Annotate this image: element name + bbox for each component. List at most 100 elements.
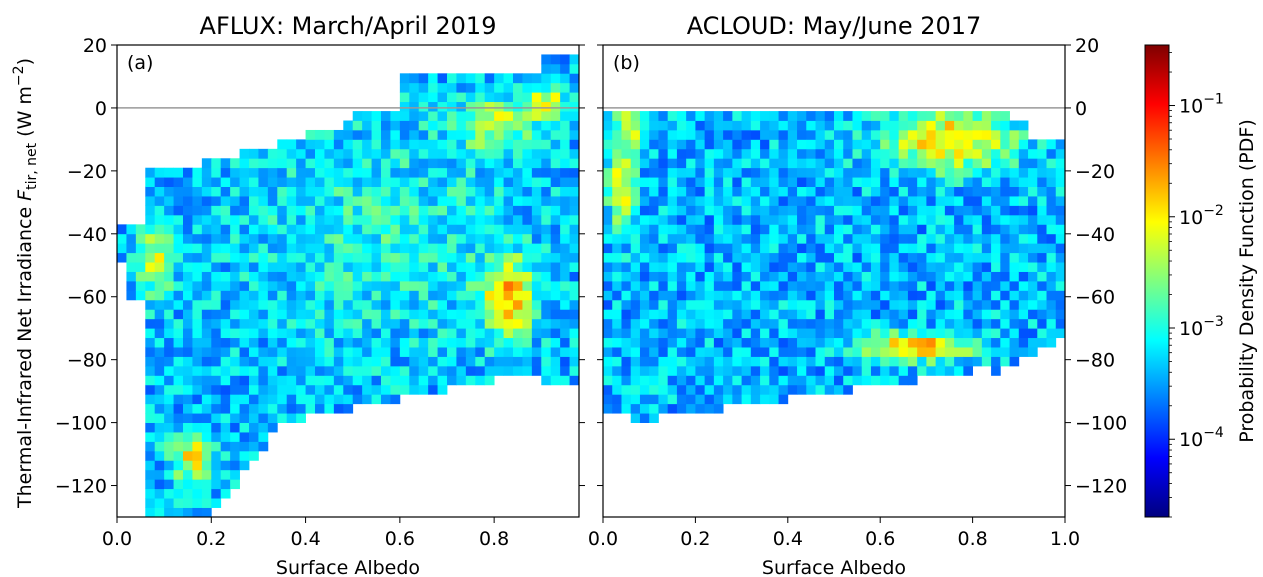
heatmap-cell	[390, 111, 401, 121]
heatmap-cell	[164, 422, 174, 433]
heatmap-cell	[305, 167, 316, 178]
heatmap-cell	[126, 281, 137, 291]
heatmap-cell	[898, 243, 909, 254]
heatmap-cell	[550, 214, 561, 225]
heatmap-cell	[352, 375, 363, 386]
heatmap-cell	[612, 281, 622, 291]
heatmap-cell	[1046, 309, 1057, 320]
heatmap-cell	[249, 271, 259, 282]
heatmap-cell	[343, 252, 354, 263]
heatmap-cell	[390, 139, 401, 150]
heatmap-cell	[907, 186, 918, 197]
heatmap-cell	[333, 233, 344, 244]
heatmap-cell	[1028, 309, 1038, 320]
heatmap-cell	[428, 252, 438, 263]
heatmap-cell	[815, 271, 826, 282]
heatmap-cell	[465, 243, 476, 254]
heatmap-cell	[686, 111, 696, 121]
heatmap-cell	[1009, 290, 1020, 301]
heatmap-cell	[343, 375, 354, 386]
heatmap-cell	[880, 148, 890, 159]
heatmap-cell	[667, 111, 678, 121]
heatmap-cell	[541, 365, 552, 376]
heatmap-cell	[173, 262, 184, 272]
heatmap-cell	[843, 290, 853, 301]
heatmap-cell	[569, 167, 579, 178]
heatmap-cell	[658, 403, 669, 414]
heatmap-cell	[723, 384, 733, 395]
heatmap-cell	[963, 214, 973, 225]
heatmap-cell	[760, 365, 770, 376]
heatmap-cell	[352, 365, 363, 376]
heatmap-cell	[880, 196, 890, 206]
heatmap-cell	[603, 120, 613, 131]
heatmap-cell	[603, 403, 613, 414]
heatmap-cell	[258, 224, 269, 235]
heatmap-cell	[409, 262, 420, 272]
heatmap-cell	[277, 158, 288, 169]
heatmap-cell	[889, 177, 900, 187]
heatmap-cell	[713, 394, 724, 405]
heatmap-cell	[861, 262, 872, 272]
heatmap-cell	[944, 233, 955, 244]
heatmap-cell	[1018, 271, 1029, 282]
heatmap-cell	[639, 129, 650, 140]
heatmap-cell	[437, 82, 448, 93]
heatmap-cell	[183, 469, 193, 480]
heatmap-cell	[769, 299, 779, 310]
heatmap-cell	[211, 432, 222, 442]
heatmap-cell	[315, 394, 325, 405]
heatmap-cell	[192, 167, 203, 178]
heatmap-cell	[192, 205, 203, 216]
heatmap-cell	[870, 233, 881, 244]
heatmap-cell	[447, 148, 457, 159]
heatmap-cell	[843, 375, 853, 386]
heatmap-cell	[612, 318, 622, 329]
heatmap-cell	[963, 233, 973, 244]
heatmap-cell	[484, 290, 495, 301]
heatmap-cell	[522, 120, 533, 131]
heatmap-cell	[806, 186, 816, 197]
heatmap-cell	[220, 432, 231, 442]
heatmap-cell	[550, 196, 561, 206]
heatmap-cell	[135, 281, 146, 291]
heatmap-cell	[220, 375, 231, 386]
heatmap-cell	[723, 252, 733, 263]
heatmap-cell	[239, 450, 250, 461]
heatmap-cell	[834, 148, 844, 159]
heatmap-cell	[926, 309, 937, 320]
heatmap-cell	[981, 299, 992, 310]
heatmap-cell	[686, 299, 696, 310]
heatmap-cell	[870, 111, 881, 121]
heatmap-cell	[1055, 177, 1065, 187]
heatmap-cell	[192, 460, 203, 471]
heatmap-cell	[569, 205, 579, 216]
heatmap-cell	[560, 63, 570, 74]
heatmap-cell	[1055, 214, 1065, 225]
heatmap-cell	[732, 262, 742, 272]
heatmap-cell	[296, 356, 306, 367]
panel-b-title: ACLOUD: May/June 2017	[687, 12, 982, 40]
heatmap-cell	[315, 347, 325, 357]
heatmap-cell	[305, 252, 316, 263]
heatmap-cell	[560, 214, 570, 225]
heatmap-cell	[550, 158, 561, 169]
heatmap-cell	[621, 158, 632, 169]
heatmap-cell	[211, 403, 222, 414]
heatmap-cell	[1009, 318, 1020, 329]
heatmap-cell	[806, 167, 816, 178]
heatmap-cell	[723, 111, 733, 121]
heatmap-cell	[371, 309, 382, 320]
heatmap-cell	[333, 262, 344, 272]
heatmap-cell	[183, 365, 193, 376]
heatmap-cell	[695, 129, 706, 140]
heatmap-cell	[249, 233, 259, 244]
heatmap-cell	[686, 129, 696, 140]
heatmap-cell	[418, 309, 429, 320]
heatmap-cell	[371, 356, 382, 367]
heatmap-cell	[409, 290, 420, 301]
heatmap-cell	[944, 148, 955, 159]
heatmap-cell	[889, 186, 900, 197]
heatmap-cell	[371, 205, 382, 216]
heatmap-cell	[852, 243, 863, 254]
